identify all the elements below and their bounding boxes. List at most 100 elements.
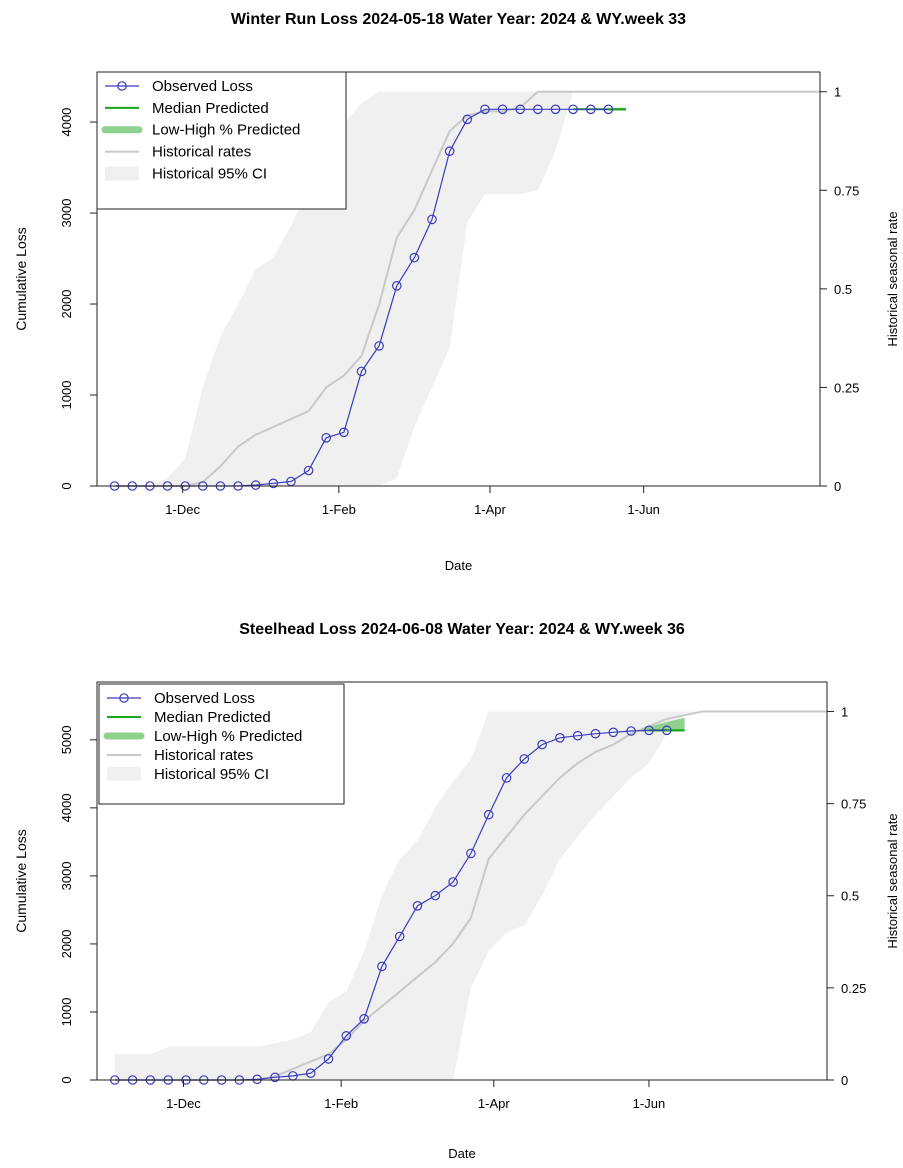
y-tick-label: 1000 [59, 998, 74, 1027]
x-axis-label: Date [448, 1146, 475, 1161]
plot-frame [96, 681, 828, 1081]
legend-label: Median Predicted [154, 709, 271, 726]
observed-loss-point [339, 427, 349, 438]
legend-label: Low-High % Predicted [154, 728, 302, 745]
observed-loss-point [430, 890, 441, 901]
observed-loss-point [374, 341, 384, 351]
x-tick-label: 1-Apr [478, 1096, 510, 1111]
observed-loss-point [466, 848, 476, 859]
y2-tick-label: 1 [841, 704, 848, 719]
historical-ci-band [114, 91, 821, 486]
x-tick-label: 1-Dec [165, 502, 200, 517]
observed-loss-point [359, 1013, 369, 1024]
legend-label: Historical 95% CI [152, 165, 267, 182]
observed-loss-point [305, 1068, 316, 1078]
observed-loss-point [303, 465, 314, 476]
observed-loss-point [480, 104, 490, 115]
observed-loss-point [270, 1072, 280, 1083]
legend-label: Historical 95% CI [154, 766, 269, 783]
y2-tick-label: 0.5 [834, 282, 852, 297]
x-tick-label: 1-Feb [324, 1096, 358, 1111]
observed-loss-point [448, 877, 458, 887]
observed-loss-point [585, 104, 596, 115]
chart-title: Steelhead Loss 2024-06-08 Water Year: 20… [239, 621, 685, 638]
observed-loss-point [550, 104, 561, 115]
observed-loss-point [661, 725, 672, 736]
x-tick-label: 1-Apr [474, 502, 506, 517]
y-tick-label: 3000 [59, 861, 74, 890]
legend: Observed Loss Median Predicted Low-High % … [98, 683, 345, 805]
historical-ci-band [114, 711, 828, 1080]
observed-loss-point [412, 900, 423, 911]
observed-loss-point [268, 478, 279, 489]
y2-tick-label: 0.25 [834, 380, 859, 395]
y-tick-label: 3000 [59, 199, 74, 228]
observed-loss-point [515, 104, 525, 115]
low-high-predicted-band [641, 717, 685, 732]
observed-loss-point [501, 773, 512, 783]
legend: Observed Loss Median Predicted Low-High % … [96, 71, 347, 210]
y2-tick-label: 0.75 [834, 183, 859, 198]
observed-loss-point [626, 726, 636, 736]
y2-tick-label: 0.5 [841, 889, 859, 904]
y-tick-label: 4000 [59, 793, 74, 822]
chart-title: Winter Run Loss 2024-05-18 Water Year: 2… [231, 11, 686, 28]
legend-label: Historical rates [154, 747, 253, 764]
legend-swatch-observed-point [119, 693, 129, 703]
x-tick-label: 1-Dec [166, 1096, 201, 1111]
y-tick-label: 2000 [59, 929, 74, 958]
legend-label: Median Predicted [152, 100, 269, 117]
observed-loss-point [555, 732, 565, 743]
observed-loss-point [323, 1054, 334, 1064]
y-tick-label: 0 [59, 1076, 74, 1083]
observed-loss-point [608, 727, 619, 738]
y2-tick-label: 0.75 [841, 797, 866, 812]
observed-loss-point [572, 730, 583, 741]
legend-label: Historical rates [152, 144, 251, 161]
observed-loss-point [537, 739, 547, 750]
x-tick-label: 1-Feb [322, 502, 356, 517]
legend-label: Observed Loss [152, 78, 253, 95]
observed-loss-point [644, 725, 654, 736]
observed-loss-point [444, 146, 455, 156]
observed-loss-point [533, 104, 543, 115]
chart-1: Winter Run Loss 2024-05-18 Water Year: 2… [13, 11, 900, 573]
observed-loss-point [356, 366, 367, 377]
legend-label: Observed Loss [154, 690, 255, 707]
observed-loss-point [483, 809, 494, 820]
legend-box [98, 683, 345, 805]
x-tick-label: 1-Jun [627, 502, 660, 517]
observed-loss-point [409, 252, 420, 263]
observed-loss-point [377, 961, 387, 972]
y-tick-label: 0 [59, 482, 74, 489]
y2-tick-label: 0.25 [841, 981, 866, 996]
observed-loss-point [497, 104, 508, 115]
observed-loss-point [391, 280, 402, 291]
y-axis-label: Cumulative Loss [13, 227, 29, 331]
legend-box [96, 71, 347, 210]
y2-tick-label: 1 [834, 85, 841, 100]
y-axis-label: Cumulative Loss [13, 829, 29, 933]
observed-loss-point [321, 432, 331, 443]
observed-loss-point [590, 728, 601, 739]
observed-loss-point [462, 114, 473, 125]
historical-rates-line [114, 90, 820, 487]
plot-frame [96, 71, 821, 487]
y-tick-label: 2000 [59, 290, 74, 319]
legend-label: Low-High % Predicted [152, 122, 300, 139]
observed-loss-point [394, 931, 405, 942]
observed-loss-point [341, 1031, 352, 1041]
y-tick-label: 1000 [59, 381, 74, 410]
observed-loss-point [427, 214, 437, 225]
x-axis-label: Date [445, 558, 472, 573]
legend-swatch-observed-point [117, 81, 127, 91]
observed-loss-point [250, 480, 261, 490]
y2-axis-label: Historical seasonal rate [885, 813, 900, 948]
y-tick-label: 5000 [59, 725, 74, 754]
y2-tick-label: 0 [841, 1073, 848, 1088]
x-tick-label: 1-Jun [633, 1096, 666, 1111]
y-tick-label: 4000 [59, 108, 74, 137]
observed-loss-point [252, 1074, 263, 1085]
